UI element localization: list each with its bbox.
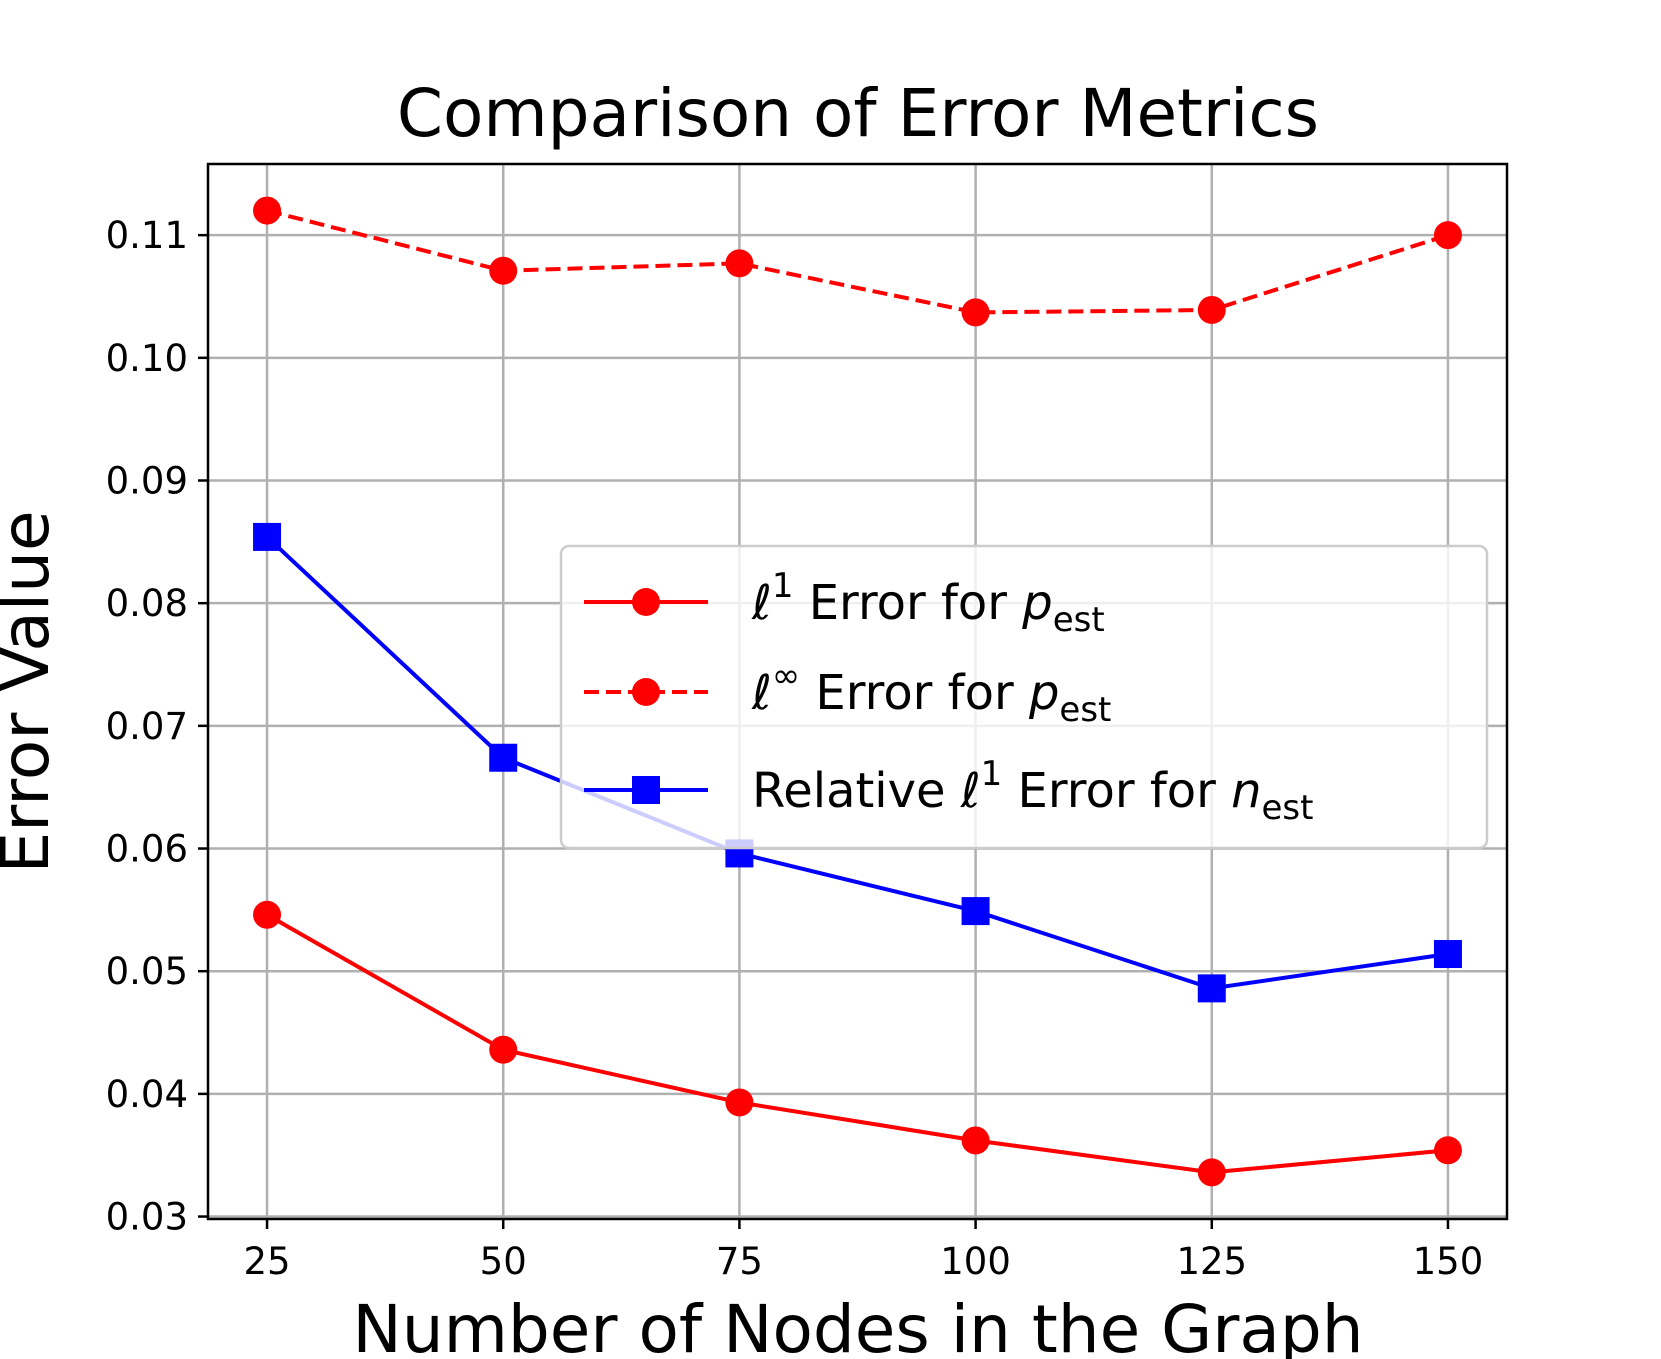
data-point (725, 1088, 754, 1117)
legend-marker-l1_p (632, 588, 660, 616)
data-point (253, 900, 282, 929)
legend-text: Error for (793, 575, 1022, 631)
x-tick-label: 75 (716, 1240, 763, 1283)
y-tick-label: 0.10 (106, 337, 188, 380)
y-tick-label: 0.04 (106, 1073, 188, 1116)
series-line-linf_p (266, 208, 1449, 315)
y-tick-label: 0.09 (106, 460, 188, 503)
series-line-l1_p (266, 913, 1449, 1175)
data-point (1433, 1136, 1462, 1165)
data-point (1433, 940, 1462, 969)
legend-label-rel_l1_n: Relative ℓ1 Error for nest (752, 754, 1313, 828)
legend-marker-rel_l1_n (632, 776, 660, 804)
legend-prefix: Relative (752, 763, 961, 819)
legend-text: Error for (1002, 763, 1231, 819)
data-point (253, 196, 282, 225)
legend-var: p (1021, 575, 1052, 631)
legend-sub: est (1262, 788, 1314, 828)
series-l1_p (253, 900, 1462, 1187)
data-point (961, 897, 990, 926)
x-axis-label: Number of Nodes in the Graph (352, 1291, 1363, 1359)
series-rel_l1_n (253, 522, 1462, 1003)
legend-ell: ℓ (751, 575, 772, 631)
y-tick-label: 0.06 (106, 828, 188, 871)
legend-sub: est (1053, 600, 1105, 640)
data-point (489, 256, 518, 285)
data-point (961, 1126, 990, 1155)
y-tick-label: 0.03 (106, 1196, 188, 1239)
legend-text: Error for (800, 665, 1029, 721)
data-point (489, 743, 518, 772)
series-linf_p (253, 196, 1462, 327)
legend-sup: 1 (772, 566, 794, 606)
y-tick-label: 0.08 (106, 582, 188, 625)
legend-ell: ℓ (751, 665, 772, 721)
legend-var: p (1028, 665, 1059, 721)
data-point (1197, 1158, 1226, 1187)
legend-sub: est (1059, 690, 1111, 730)
data-point (961, 298, 990, 327)
y-axis-label: Error Value (0, 510, 64, 873)
x-tick-label: 100 (940, 1240, 1011, 1283)
x-tick-label: 125 (1176, 1240, 1247, 1283)
data-point (253, 522, 282, 551)
data-point (1433, 221, 1462, 250)
plot-frame (206, 162, 1509, 1221)
y-tick-label: 0.05 (106, 950, 188, 993)
x-tick-label: 25 (243, 1240, 290, 1283)
legend-sup: ∞ (772, 656, 800, 696)
legend-var: n (1231, 763, 1261, 819)
y-tick-label: 0.11 (106, 214, 188, 257)
legend-marker-linf_p (632, 678, 660, 706)
legend-box (559, 544, 1489, 850)
axis-ticks: 25 50 75 100 125 150 0.03 0.04 0.05 0.06 0.07 0.08 0… (106, 214, 1484, 1283)
series-layer (253, 196, 1462, 1187)
x-tick-label: 150 (1413, 1240, 1484, 1283)
legend-label-linf_p: ℓ∞ Error for pest (751, 656, 1111, 730)
chart-title: Comparison of Error Metrics (397, 75, 1319, 152)
series-line-rel_l1_n (265, 535, 1449, 991)
data-point (1197, 974, 1226, 1003)
data-point (725, 249, 754, 278)
x-tick-label: 50 (480, 1240, 527, 1283)
data-point (489, 1035, 518, 1064)
legend-sup: 1 (981, 754, 1003, 794)
legend-ell: ℓ (960, 763, 981, 819)
y-tick-label: 0.07 (106, 705, 188, 748)
data-point (1197, 295, 1226, 324)
legend-label-l1_p: ℓ1 Error for pest (751, 566, 1105, 640)
